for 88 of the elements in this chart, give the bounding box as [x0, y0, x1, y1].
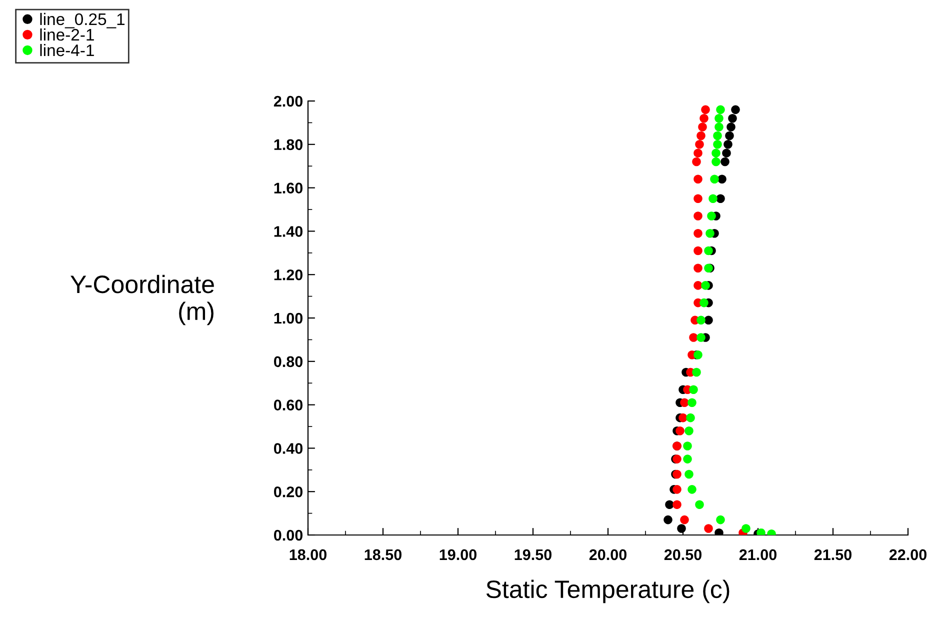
point: [677, 524, 686, 533]
point: [696, 131, 706, 140]
point: [714, 114, 724, 123]
point: [704, 524, 713, 533]
point: [704, 246, 713, 256]
point: [716, 515, 725, 524]
point: [680, 398, 689, 408]
point: [672, 500, 682, 510]
point: [683, 442, 692, 450]
point: [692, 157, 701, 166]
y-tick-label: 1.20: [274, 269, 303, 280]
point: [678, 413, 688, 422]
point: [664, 515, 672, 524]
point: [716, 194, 725, 204]
point: [708, 194, 718, 204]
y-tick-label: 0.20: [274, 486, 303, 498]
y-axis-title: Y-Coordinate (m): [70, 274, 214, 326]
y-tick-label: 2.00: [274, 96, 303, 107]
point: [694, 228, 702, 238]
point: [698, 122, 707, 132]
x-axis-title: Static Temperature (c): [486, 580, 730, 604]
point: [688, 398, 696, 408]
point: [692, 368, 701, 377]
point: [694, 148, 702, 158]
point: [720, 157, 730, 166]
point: [696, 333, 706, 342]
point: [700, 114, 708, 123]
point: [684, 426, 694, 436]
point: [706, 228, 714, 238]
y-tick-label: 1.40: [274, 226, 303, 237]
x-tick-label: 21.00: [739, 549, 776, 560]
point: [713, 140, 722, 149]
point: [695, 140, 704, 149]
point: [707, 212, 716, 220]
x-tick-label: 19.50: [514, 549, 552, 560]
point: [672, 485, 682, 494]
point: [680, 515, 689, 524]
y-tick-label: 0.40: [274, 443, 303, 454]
point: [694, 194, 702, 204]
point: [694, 281, 702, 290]
point: [684, 470, 694, 479]
point: [731, 105, 740, 114]
point: [686, 413, 695, 422]
y-tick-label: 1.80: [274, 139, 303, 150]
legend-label: line_0.25_1: [40, 12, 125, 28]
point: [728, 114, 737, 123]
point: [713, 131, 722, 140]
point: [716, 105, 725, 114]
x-tick-label: 20.00: [589, 549, 626, 560]
point: [722, 148, 731, 158]
point: [689, 333, 698, 342]
point: [694, 174, 702, 184]
point: [676, 426, 684, 436]
point: [700, 298, 708, 308]
point: [742, 524, 750, 533]
legend-label: line-2-1: [40, 28, 94, 41]
y-tick-label: 0.00: [274, 530, 303, 541]
y-tick-label: 0.80: [274, 356, 303, 368]
point: [701, 105, 710, 114]
point: [710, 174, 719, 184]
point: [712, 157, 720, 166]
point: [683, 454, 692, 464]
legend-label: line-4-1: [40, 44, 94, 56]
point: [665, 500, 674, 510]
x-tick-label: 19.00: [440, 549, 476, 560]
point: [718, 174, 726, 184]
point: [704, 316, 713, 325]
point: [688, 485, 696, 494]
point: [701, 281, 710, 290]
y-tick-label: 1.00: [274, 312, 303, 324]
point: [724, 140, 732, 149]
point: [689, 385, 698, 394]
y-tick-label: 0.60: [274, 400, 303, 410]
point: [694, 246, 702, 256]
point: [725, 131, 734, 140]
x-tick-label: 21.50: [814, 549, 852, 560]
point: [696, 316, 706, 325]
point: [714, 122, 724, 132]
x-tick-label: 20.50: [664, 549, 702, 560]
point: [694, 264, 702, 272]
point: [726, 122, 736, 132]
y-tick-label: 1.60: [274, 182, 303, 194]
point: [694, 212, 702, 220]
point: [712, 148, 720, 158]
x-tick-label: 18.50: [364, 549, 402, 560]
x-tick-label: 22.00: [889, 549, 926, 560]
point: [695, 500, 704, 510]
x-tick-label: 18.00: [290, 549, 326, 560]
